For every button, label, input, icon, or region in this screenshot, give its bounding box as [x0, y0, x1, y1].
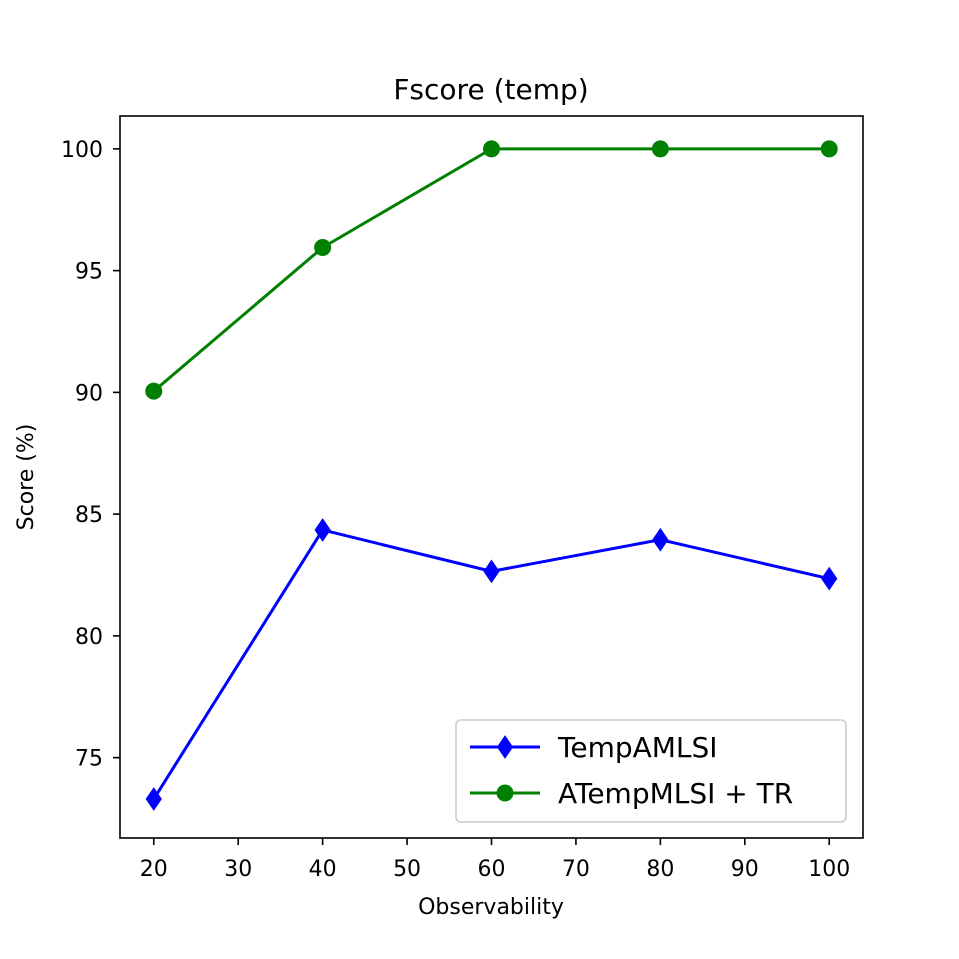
legend-frame — [455, 719, 847, 823]
y-axis-label: Score (%) — [14, 424, 39, 531]
x-tick-label: 20 — [140, 857, 168, 882]
data-point — [821, 566, 838, 591]
x-tick-label: 60 — [478, 857, 506, 882]
y-tick-label: 100 — [61, 138, 103, 163]
legend-entries: TempAMLSI ATempMLSI + TR — [470, 731, 793, 810]
legend-label: ATempMLSI + TR — [558, 777, 793, 810]
legend-marker — [496, 784, 514, 802]
legend-entry: TempAMLSI — [470, 731, 718, 764]
data-point — [820, 140, 838, 158]
x-tick-label: 70 — [562, 857, 590, 882]
data-point — [145, 787, 162, 811]
y-tick-label: 90 — [75, 381, 103, 406]
y-tick-label: 75 — [75, 747, 103, 772]
x-tick-label: 40 — [309, 857, 337, 882]
data-point — [651, 140, 669, 158]
data-point — [314, 238, 332, 256]
data-point — [652, 527, 669, 552]
data-point — [483, 140, 500, 158]
legend-marker — [496, 735, 514, 759]
y-tick-label: 80 — [75, 625, 103, 650]
x-tick-label: 90 — [731, 857, 759, 882]
data-point — [314, 518, 331, 542]
chart-title: Fscore (temp) — [393, 73, 588, 106]
series-1 — [145, 518, 838, 811]
data-point — [483, 559, 500, 584]
x-tick-label: 100 — [808, 857, 850, 882]
data-point — [145, 382, 163, 400]
legend: TempAMLSI ATempMLSI + TR — [455, 719, 847, 823]
y-tick-label: 95 — [75, 260, 103, 285]
legend-entry: ATempMLSI + TR — [470, 777, 793, 810]
legend-label: TempAMLSI — [557, 731, 718, 764]
x-tick-label: 80 — [646, 857, 674, 882]
x-axis-label: Observability — [418, 895, 564, 920]
x-axis-ticks: 20 30 40 50 60 70 80 90 100 — [140, 838, 850, 882]
y-axis-ticks: 75 80 85 90 95 100 — [61, 138, 120, 772]
y-tick-label: 85 — [75, 503, 103, 528]
x-tick-label: 30 — [224, 857, 252, 882]
series-layer — [145, 140, 838, 811]
series-2 — [145, 140, 838, 400]
x-tick-label: 50 — [393, 857, 421, 882]
